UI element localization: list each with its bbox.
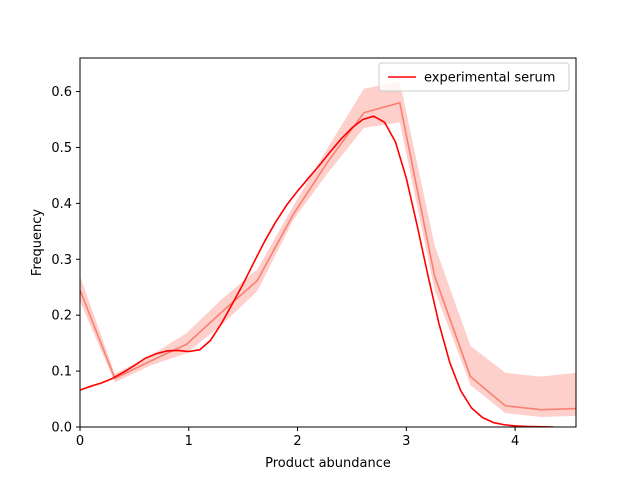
x-tick-label: 1 [185, 434, 193, 449]
y-tick-label: 0.0 [51, 421, 72, 436]
series-line-binned [80, 101, 576, 411]
legend: experimental serum [378, 62, 570, 92]
axis-ticks: 0 1 2 3 4 0.0 0.1 0.2 0.3 0.4 0.5 0.6 [51, 85, 519, 449]
y-tick-label: 0.4 [51, 197, 72, 212]
series-line-experimental-serum [80, 115, 554, 427]
x-tick-label: 2 [293, 434, 301, 449]
confidence-band-layer [80, 81, 576, 417]
y-tick-label: 0.5 [51, 141, 72, 156]
y-tick-label: 0.3 [51, 253, 72, 268]
series-line-layer [80, 115, 554, 427]
x-tick-label: 3 [402, 434, 410, 449]
x-axis-label: Product abundance [265, 456, 391, 471]
y-tick-label: 0.2 [51, 309, 72, 324]
x-tick-label: 0 [76, 434, 84, 449]
plot-area-frame [79, 57, 577, 428]
legend-box [378, 62, 570, 92]
y-tick-label: 0.6 [51, 85, 72, 100]
x-tick-label: 4 [511, 434, 519, 449]
y-tick-label: 0.1 [51, 365, 72, 380]
y-axis-label: Frequency [30, 209, 45, 276]
confidence-band [80, 81, 576, 417]
legend-label: experimental serum [424, 71, 555, 86]
